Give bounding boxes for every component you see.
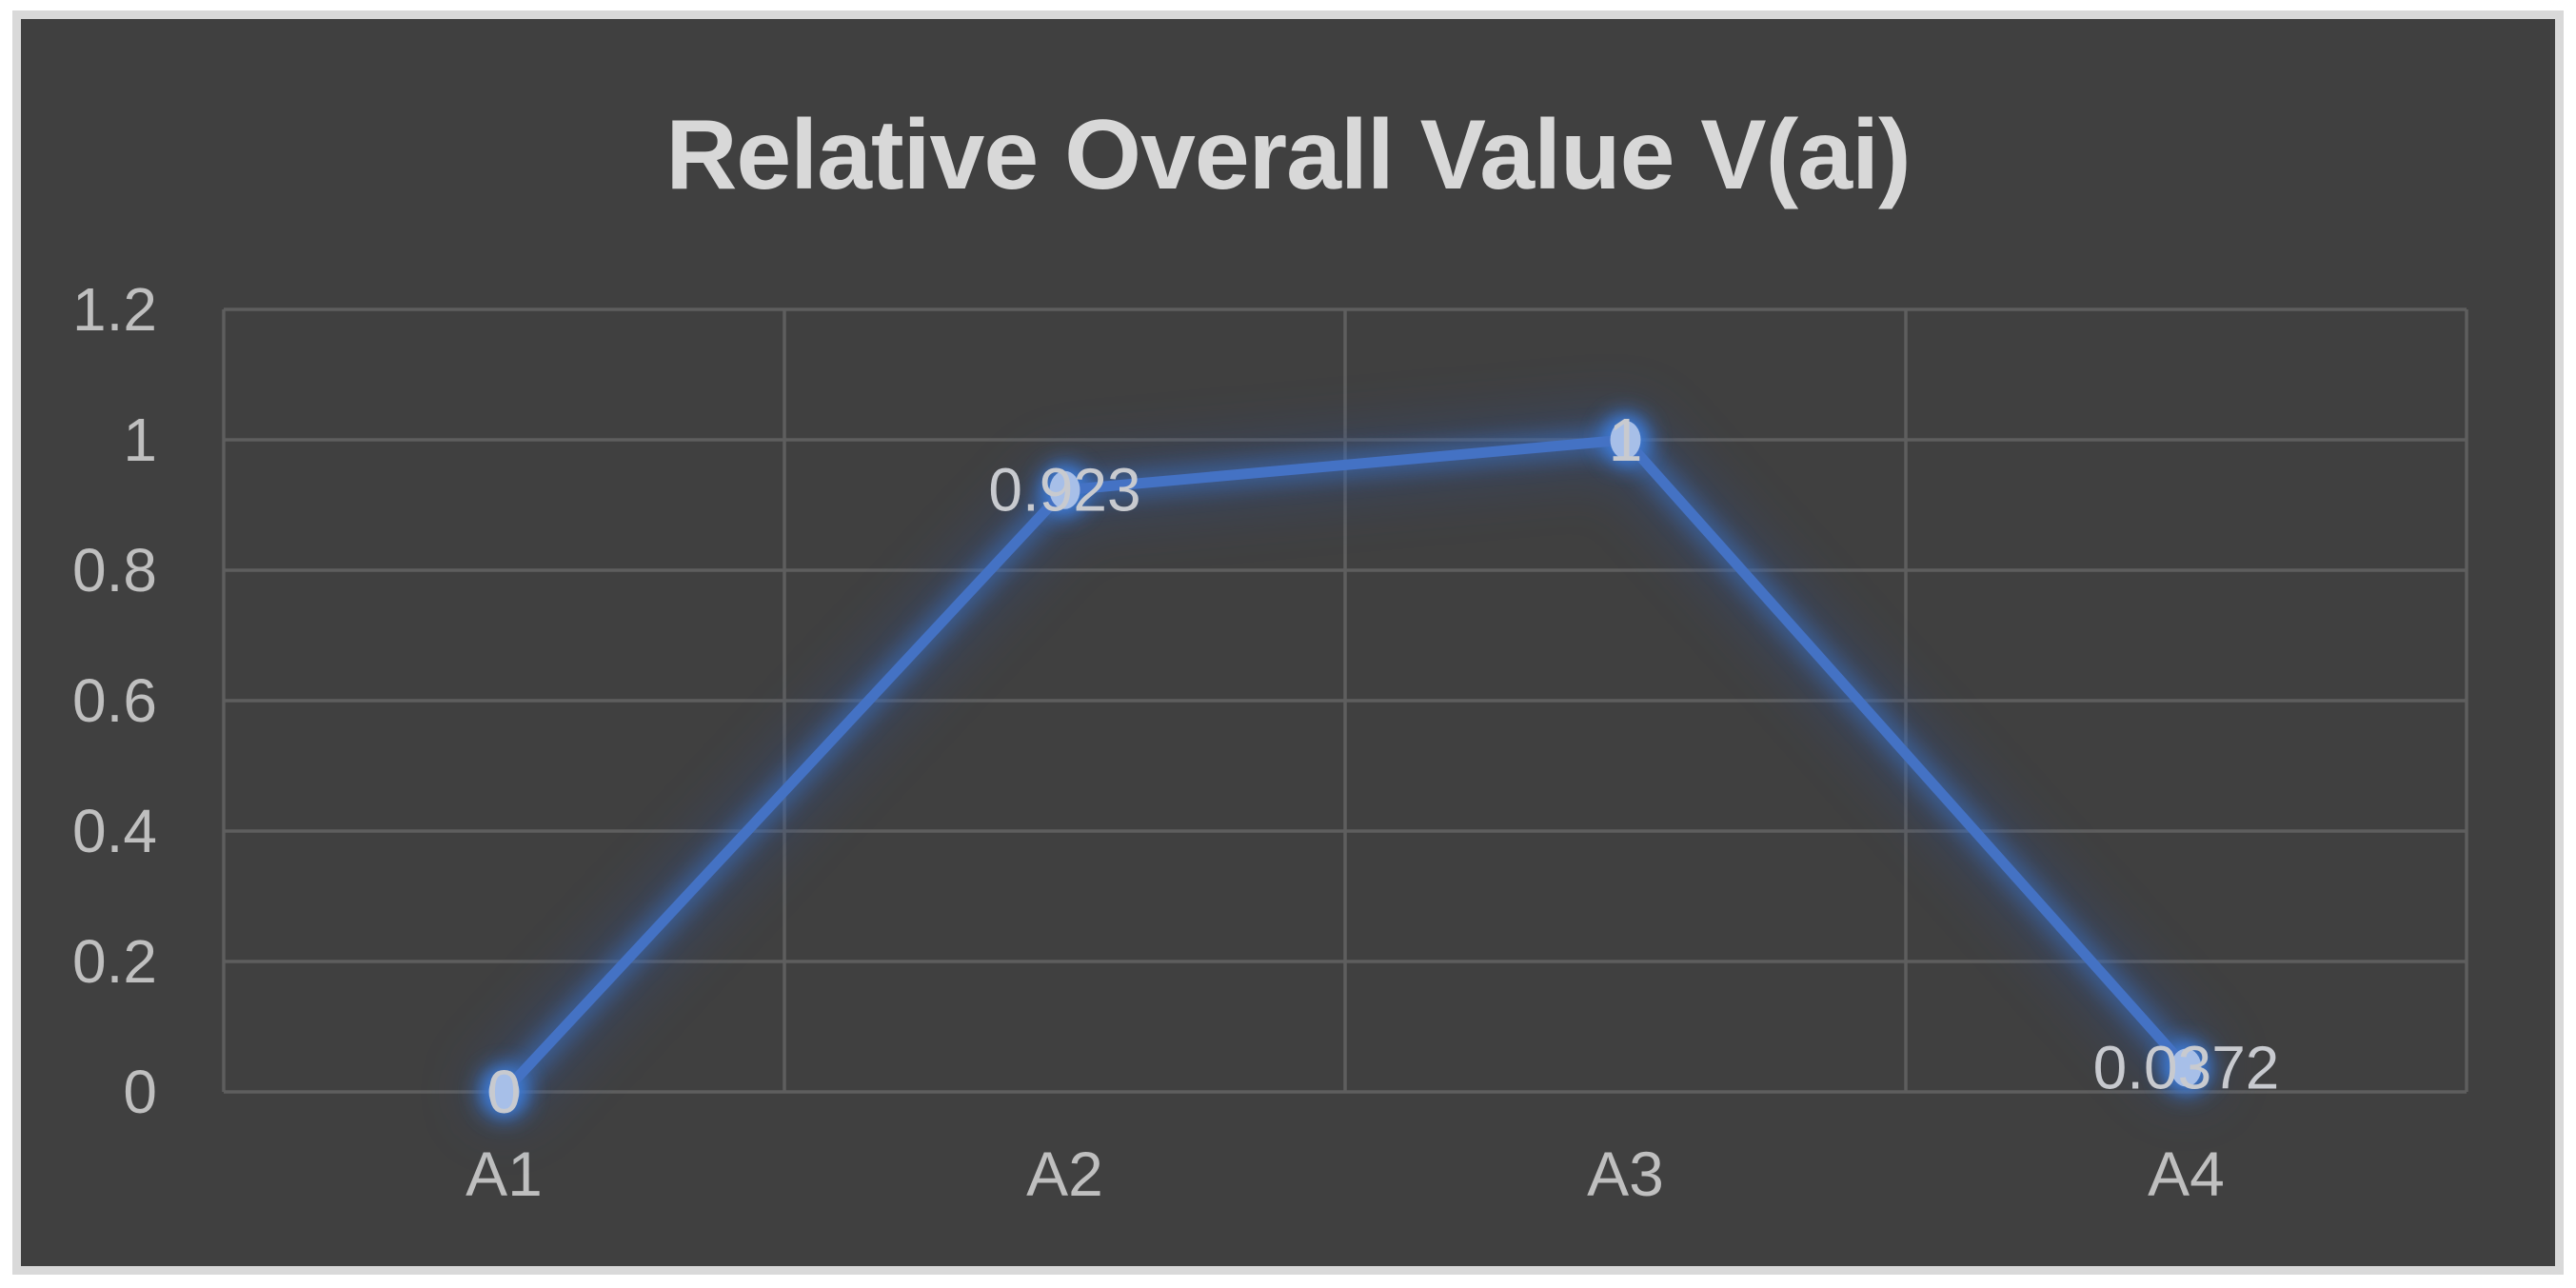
y-axis-tick-label: 0.6 [72, 666, 157, 735]
data-label: 0.923 [988, 456, 1140, 525]
y-axis-tick-label: 1 [123, 406, 157, 474]
chart-frame: Relative Overall Value V(ai) 0 0.2 0.4 0.6 0… [12, 10, 2564, 1275]
data-point-marker [488, 1073, 520, 1111]
data-point-marker [2170, 1048, 2202, 1087]
x-axis-category-label: A3 [1587, 1139, 1664, 1209]
data-label: 1 [1609, 406, 1643, 474]
data-point-marker [1610, 421, 1641, 459]
x-axis-category-label: A1 [466, 1139, 543, 1209]
x-axis-category-label: A2 [1026, 1139, 1103, 1209]
data-label: 0 [487, 1058, 522, 1126]
y-axis-tick-label: 0.8 [72, 536, 157, 604]
y-axis-tick-label: 1.2 [72, 275, 157, 344]
series-line [499, 434, 2191, 1098]
data-point-marker [1049, 470, 1080, 509]
data-label: 0.0372 [2093, 1034, 2280, 1102]
y-axis-tick-label: 0 [123, 1058, 157, 1126]
y-axis-tick-label: 0.4 [72, 797, 157, 865]
y-axis-tick-label: 0.2 [72, 927, 157, 996]
x-axis-category-label: A4 [2148, 1139, 2225, 1209]
